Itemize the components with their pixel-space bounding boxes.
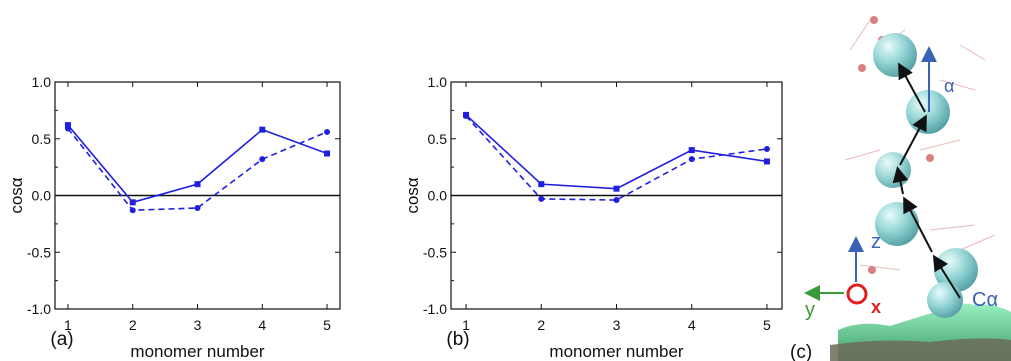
- data-point-square: [538, 181, 545, 188]
- y-tick-label: 1.0: [32, 74, 52, 90]
- data-point-circle: [688, 156, 695, 163]
- series-line-solid: [67, 124, 328, 204]
- panel-label-c: (c): [790, 342, 812, 361]
- y-tick-label: -0.5: [423, 244, 447, 260]
- z-axis-label: z: [871, 231, 881, 253]
- x-axis-symbol: [846, 283, 868, 305]
- x-axis-label: monomer number: [549, 342, 684, 361]
- y-tick-label: 1.0: [428, 74, 448, 90]
- x-tick-label: 2: [129, 317, 137, 333]
- data-point-circle: [259, 156, 266, 163]
- data-point-circle: [194, 204, 201, 211]
- bead: [873, 33, 917, 77]
- bead: [875, 202, 919, 246]
- bead: [927, 282, 963, 318]
- backbone-vectors: [892, 62, 961, 299]
- x-tick-label: 3: [194, 317, 202, 333]
- y-tick-label: 0.5: [32, 131, 52, 147]
- data-point-square: [259, 126, 266, 133]
- y-axis-label: cosα: [403, 177, 422, 213]
- y-tick-label: 0.0: [428, 188, 448, 204]
- x-tick-label: 4: [258, 317, 266, 333]
- atom-label: Cα: [972, 289, 998, 311]
- data-point-circle: [324, 128, 331, 135]
- angle-label: α: [944, 76, 954, 96]
- y-axis-label: y: [805, 299, 815, 321]
- panel-label: (a): [50, 329, 73, 350]
- panel-label: (b): [446, 329, 469, 350]
- x-tick-label: 5: [763, 317, 771, 333]
- x-tick-label: 1: [462, 317, 470, 333]
- molecule-illustration: α Cα z y x (c): [790, 16, 1011, 361]
- side-chain-bonds: [844, 19, 996, 271]
- x-tick-label: 5: [323, 317, 331, 333]
- bead: [875, 152, 911, 188]
- data-point-circle: [538, 195, 545, 202]
- data-point-square: [129, 199, 136, 206]
- y-tick-label: 0.5: [428, 131, 448, 147]
- data-point-square: [64, 122, 71, 129]
- x-tick-label: 3: [613, 317, 621, 333]
- x-tick-label: 1: [64, 317, 72, 333]
- data-point-square: [324, 150, 331, 157]
- series-line-dashed: [465, 115, 768, 201]
- chart-panel-a: 1.0 0.5 0.0 -0.5 -1.0 1 2 3 4 5 monomer number cosα…: [7, 74, 341, 361]
- data-point-square: [613, 185, 620, 192]
- data-point-circle: [613, 197, 620, 204]
- data-point-circle: [463, 113, 470, 120]
- y-tick-label: -0.5: [27, 244, 51, 260]
- series-line-dashed: [67, 128, 328, 212]
- y-tick-label: -1.0: [27, 301, 51, 317]
- series-line-solid: [465, 114, 768, 190]
- x-axis-label: x: [871, 297, 881, 317]
- y-tick-label: -1.0: [423, 301, 447, 317]
- data-point-circle: [64, 125, 71, 132]
- data-point-circle: [763, 145, 770, 152]
- y-axis-label: cosα: [7, 177, 26, 213]
- surface-shadow: [830, 338, 1011, 361]
- data-point-square: [688, 147, 695, 154]
- x-tick-label: 4: [688, 317, 696, 333]
- x-tick-label: 2: [537, 317, 545, 333]
- data-point-square: [763, 158, 770, 165]
- data-point-circle: [129, 207, 136, 214]
- y-tick-label: 0.0: [32, 188, 52, 204]
- x-axis-label: monomer number: [130, 342, 265, 361]
- chart-panel-b: 1.0 0.5 0.0 -0.5 -1.0 1 2 3 4 5 monomer number cosα…: [403, 74, 783, 361]
- data-point-square: [194, 181, 201, 188]
